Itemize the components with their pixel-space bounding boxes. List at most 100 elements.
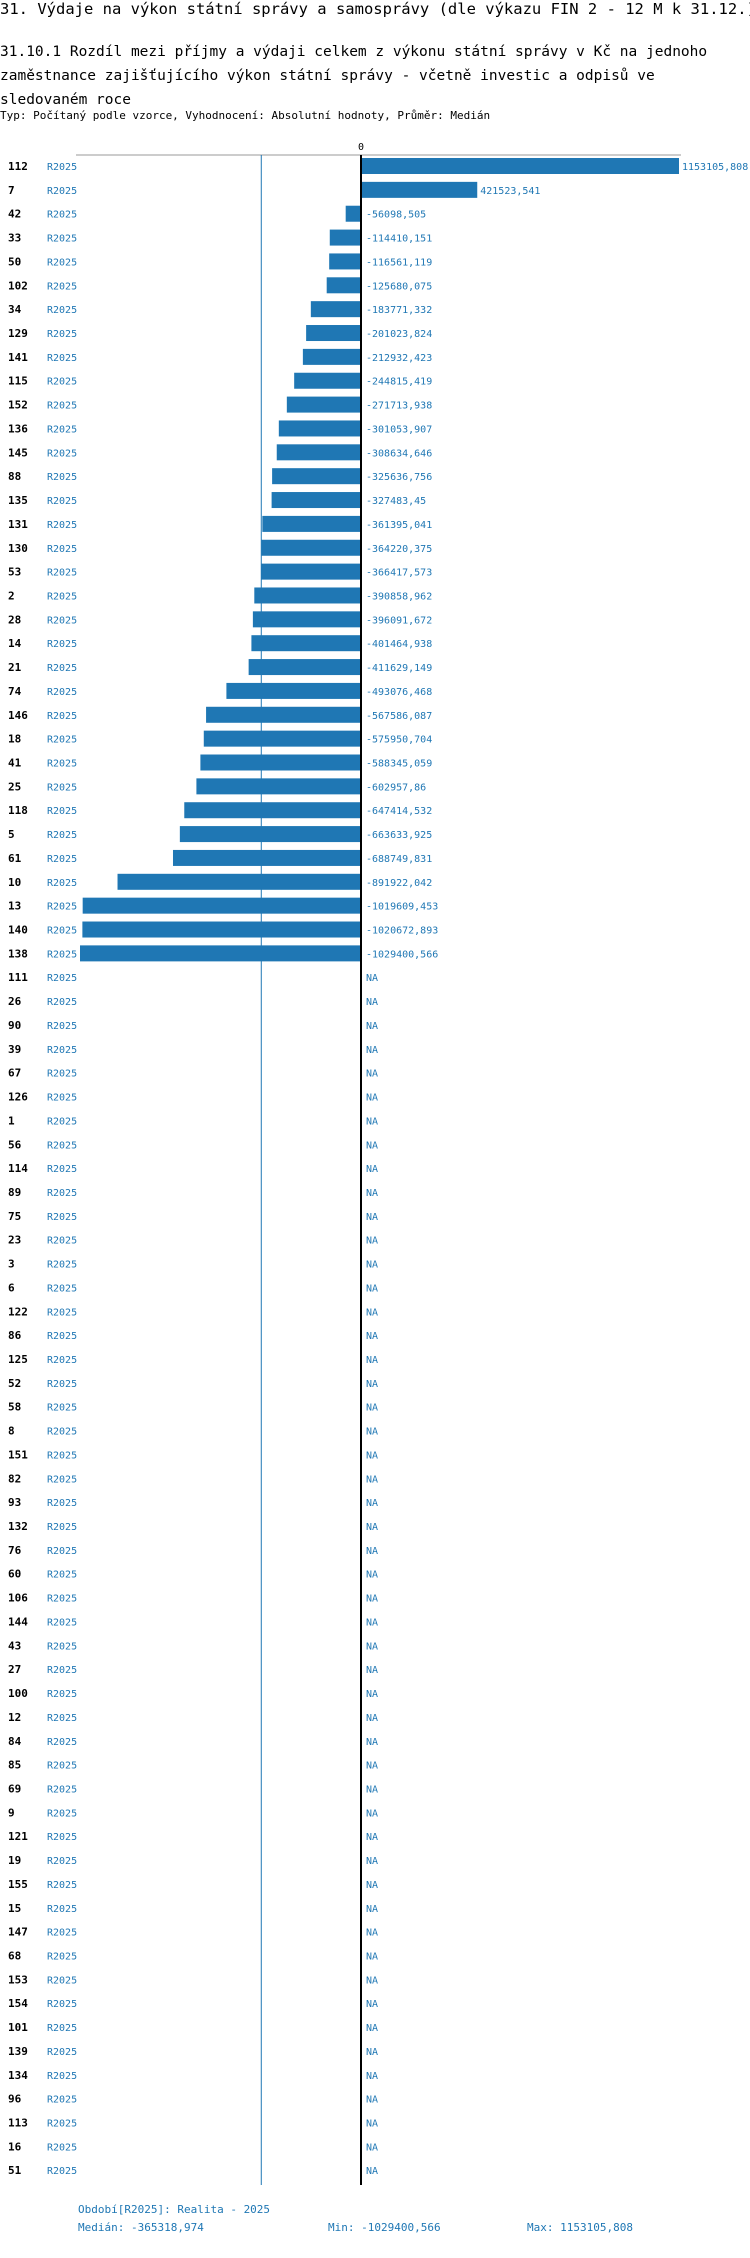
value-label: 421523,541 [480,186,540,197]
row-id-label: 34 [8,303,22,316]
data-bar [262,515,361,532]
na-label: NA [366,1403,378,1414]
na-label: NA [366,1307,378,1318]
row-id-label: 96 [8,2093,22,2106]
na-label: NA [366,1975,378,1986]
row-period-label: R2025 [47,1236,77,1247]
page-title: 31. Výdaje na výkon státní správy a samo… [0,0,750,18]
na-label: NA [366,1260,378,1271]
row-period-label: R2025 [47,1498,77,1509]
row-id-label: 58 [8,1401,21,1414]
data-bar [80,945,361,962]
data-bar [326,277,361,294]
row-period-label: R2025 [47,1355,77,1366]
row-id-label: 75 [8,1210,21,1223]
row-period-label: R2025 [47,997,77,1008]
row-period-label: R2025 [47,1427,77,1438]
value-label: -411629,149 [366,663,432,674]
na-label: NA [366,1331,378,1342]
row-period-label: R2025 [47,2095,77,2106]
row-period-label: R2025 [47,2023,77,2034]
footer-median: Medián: -365318,974 [78,2221,204,2234]
footer-min: Min: -1029400,566 [328,2221,441,2234]
na-label: NA [366,973,378,984]
row-period-label: R2025 [47,949,77,960]
row-period-label: R2025 [47,1904,77,1915]
row-period-label: R2025 [47,902,77,913]
row-period-label: R2025 [47,448,77,459]
na-label: NA [366,2095,378,2106]
data-bar [196,778,361,795]
row-period-label: R2025 [47,1808,77,1819]
row-period-label: R2025 [47,1784,77,1795]
row-id-label: 151 [8,1448,28,1461]
na-label: NA [366,1737,378,1748]
na-label: NA [366,1522,378,1533]
row-id-label: 130 [8,542,28,555]
na-label: NA [366,1594,378,1605]
row-id-label: 14 [8,637,22,650]
data-bar [172,849,361,866]
value-label: -183771,332 [366,305,432,316]
row-id-label: 68 [8,1950,21,1963]
row-period-label: R2025 [47,687,77,698]
data-bar [271,492,361,509]
na-label: NA [366,1116,378,1127]
na-label: NA [366,1641,378,1652]
row-id-label: 121 [8,1830,28,1843]
zero-tick-label: 0 [358,142,364,153]
na-label: NA [366,1999,378,2010]
row-period-label: R2025 [47,257,77,268]
row-id-label: 21 [8,661,22,674]
row-period-label: R2025 [47,878,77,889]
row-period-label: R2025 [47,1975,77,1986]
row-period-label: R2025 [47,1546,77,1557]
row-id-label: 1 [8,1114,15,1127]
row-period-label: R2025 [47,663,77,674]
row-period-label: R2025 [47,1689,77,1700]
row-period-label: R2025 [47,1832,77,1843]
data-bar [329,253,361,270]
row-id-label: 3 [8,1258,15,1271]
row-period-label: R2025 [47,353,77,364]
na-label: NA [366,1832,378,1843]
row-id-label: 112 [8,160,28,173]
na-label: NA [366,1928,378,1939]
value-label: -56098,505 [366,210,426,221]
row-period-label: R2025 [47,544,77,555]
value-label: -327483,45 [366,496,426,507]
row-id-label: 126 [8,1091,28,1104]
row-period-label: R2025 [47,1713,77,1724]
row-period-label: R2025 [47,1928,77,1939]
row-id-label: 43 [8,1639,21,1652]
row-id-label: 82 [8,1472,21,1485]
row-id-label: 23 [8,1234,21,1247]
row-id-label: 19 [8,1854,21,1867]
na-label: NA [366,997,378,1008]
row-period-label: R2025 [47,1093,77,1104]
row-period-label: R2025 [47,782,77,793]
data-bar [200,754,361,771]
row-id-label: 2 [8,589,15,602]
row-period-label: R2025 [47,186,77,197]
data-bar [361,181,478,198]
value-label: -396091,672 [366,615,432,626]
row-id-label: 106 [8,1592,28,1605]
row-period-label: R2025 [47,615,77,626]
value-label: -201023,824 [366,329,432,340]
na-label: NA [366,1498,378,1509]
na-label: NA [366,1808,378,1819]
data-bar [252,611,361,628]
na-label: NA [366,1761,378,1772]
row-id-label: 69 [8,1782,21,1795]
row-id-label: 6 [8,1281,15,1294]
value-label: -114410,151 [366,234,432,245]
value-label: -401464,938 [366,639,432,650]
row-id-label: 145 [8,446,28,459]
value-label: -212932,423 [366,353,432,364]
row-period-label: R2025 [47,162,77,173]
na-label: NA [366,1617,378,1628]
row-period-label: R2025 [47,472,77,483]
row-id-label: 138 [8,947,28,960]
na-label: NA [366,1474,378,1485]
